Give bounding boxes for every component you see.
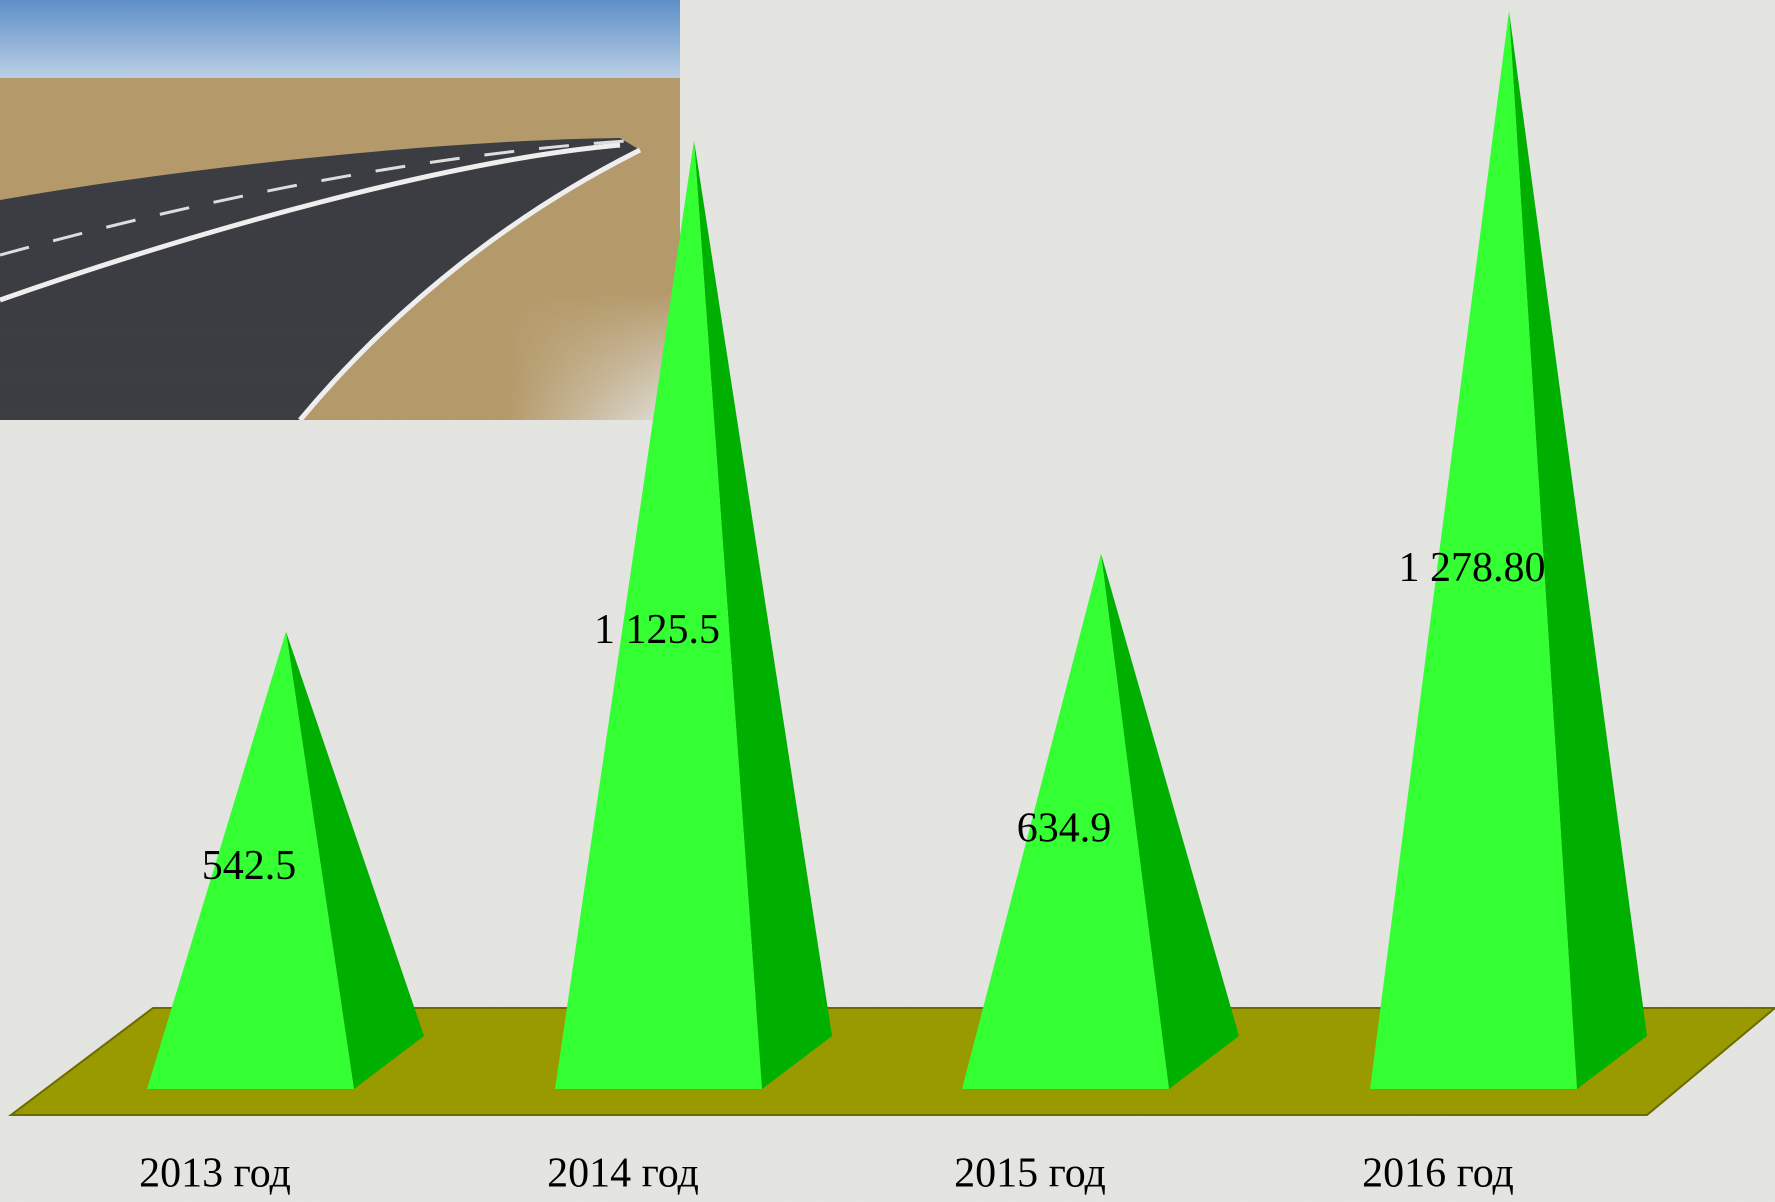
value-label: 1 278.80 [1399,545,1546,591]
pyramid [147,631,424,1089]
pyramid-front [962,553,1169,1089]
pyramid-front [147,631,354,1089]
floor [8,1007,1775,1116]
pyramid-side [1509,11,1647,1089]
value-label: 1 125.5 [594,607,720,653]
pyramid-front [1370,11,1577,1089]
pyramid-front [555,140,762,1089]
x-tick-label: 2013 год [139,1151,291,1197]
x-tick-label: 2016 год [1362,1151,1514,1197]
pyramid-side [694,140,832,1089]
x-tick-label: 2015 год [954,1151,1106,1197]
pyramid [1370,11,1647,1089]
pyramid-side [286,631,424,1089]
pyramid-side [1101,553,1239,1089]
value-label: 634.9 [1017,806,1112,852]
value-label: 542.5 [202,843,297,889]
pyramid [962,553,1239,1089]
pyramid [555,140,832,1089]
x-tick-label: 2014 год [547,1151,699,1197]
road-photo [0,0,680,422]
